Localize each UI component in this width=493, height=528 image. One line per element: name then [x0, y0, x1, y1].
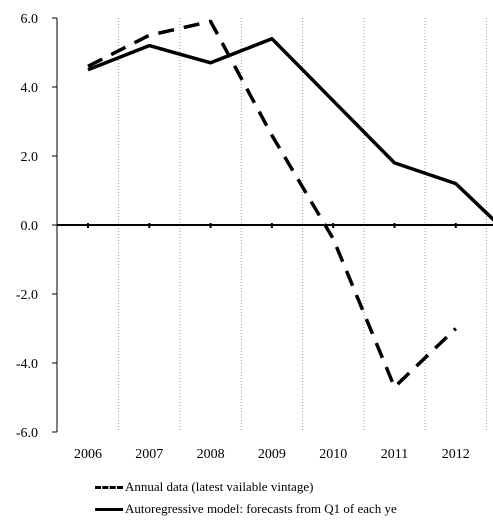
y-tick-label: 4.0 [21, 81, 39, 96]
y-tick-label: -2.0 [16, 288, 38, 303]
x-tick-label: 2010 [319, 447, 347, 462]
y-tick-label: 2.0 [21, 150, 39, 165]
annual-data-line [87, 19, 458, 389]
legend-label-annual: Annual data (latest vailable vintage) [125, 479, 314, 494]
x-tick-label: 2008 [197, 447, 225, 462]
solid-line-swatch [95, 507, 123, 511]
x-tick-label: 2009 [258, 447, 286, 462]
autoregressive-forecast-line [87, 36, 493, 222]
y-axis-ticks: 6.0 4.0 2.0 0.0 -2.0 -4.0 -6.0 [16, 12, 57, 441]
x-tick-label: 2006 [74, 447, 102, 462]
dashed-line-swatch [95, 485, 123, 489]
y-tick-label: -4.0 [16, 357, 38, 372]
legend-label-autoregressive: Autoregressive model: forecasts from Q1 … [125, 501, 397, 516]
legend-item-annual: Annual data (latest vailable vintage) [95, 478, 313, 496]
y-tick-label: -6.0 [16, 426, 38, 441]
y-tick-label: 6.0 [21, 12, 39, 27]
x-tick-label: 2011 [381, 447, 408, 462]
series-lines [87, 19, 493, 389]
x-tick-label: 2012 [442, 447, 470, 462]
y-tick-label: 0.0 [21, 219, 39, 234]
x-axis-ticks: 20062007200820092010201120122 [74, 223, 470, 462]
legend-item-autoregressive: Autoregressive model: forecasts from Q1 … [95, 500, 397, 518]
x-tick-label: 2007 [135, 447, 163, 462]
